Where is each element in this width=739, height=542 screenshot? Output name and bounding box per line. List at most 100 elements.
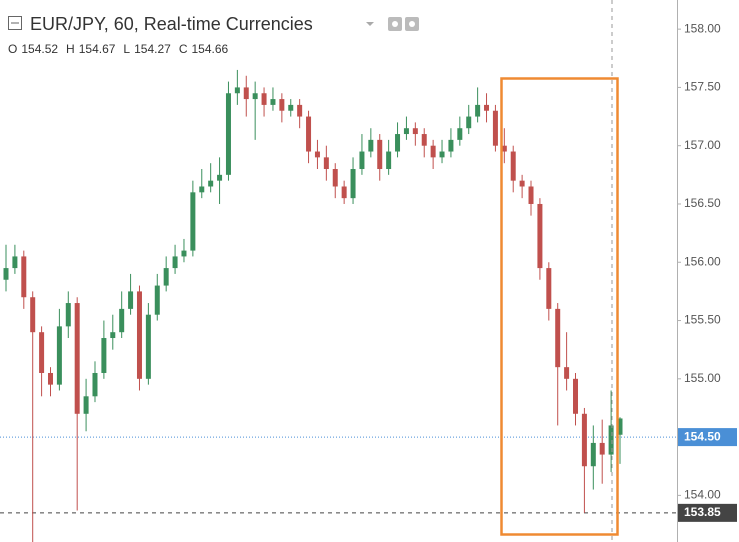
candle-body: [92, 372, 98, 397]
candle-body: [128, 291, 134, 309]
candle-body: [270, 99, 276, 105]
y-tick-label: 155.00: [684, 371, 721, 385]
candle-body: [110, 332, 116, 339]
candle-body: [519, 180, 525, 187]
candle-body: [172, 256, 178, 269]
candle-body: [359, 151, 365, 170]
candle-body: [136, 291, 142, 379]
candle-body: [599, 442, 605, 455]
candle-body: [492, 110, 498, 146]
candle-body: [306, 116, 312, 152]
candle-body: [30, 297, 36, 333]
candle-body: [510, 151, 516, 181]
candle-body: [617, 418, 623, 435]
candle-body: [297, 104, 303, 117]
candle-body: [65, 303, 71, 327]
candle-body: [314, 151, 320, 158]
candle-body: [475, 104, 481, 117]
candle-body: [403, 128, 409, 135]
candle-body: [119, 308, 125, 333]
candle-body: [83, 396, 89, 414]
ohlc-label: L: [123, 42, 130, 56]
candle-body: [47, 372, 53, 385]
header: EUR/JPY, 60, Real-time Currencies O 154.5…: [8, 14, 419, 56]
candle-body: [181, 250, 187, 257]
crosshair-box: [678, 503, 737, 522]
ohlc-value: 154.52: [21, 42, 58, 56]
ohlc-label: H: [66, 42, 75, 56]
candle-body: [528, 186, 534, 204]
candle-body: [457, 128, 463, 140]
ohlc-value: 154.67: [79, 42, 116, 56]
candle-body: [448, 139, 454, 152]
candle-body: [261, 93, 267, 105]
candle-body: [386, 151, 392, 170]
candle-body: [234, 87, 240, 94]
ohlc-legend: O 154.52 H 154.67 L 154.27 C 154.66: [8, 42, 229, 56]
candle-body: [279, 99, 285, 111]
y-tick-label: 157.50: [684, 80, 721, 94]
candle-body: [217, 174, 223, 181]
price-box: [678, 428, 737, 447]
candle-body: [21, 256, 27, 298]
candle-body: [3, 268, 9, 280]
candle-body: [484, 104, 490, 111]
y-tick-label: 158.00: [684, 21, 721, 35]
ohlc-value: 154.27: [134, 42, 171, 56]
candle-body: [190, 192, 196, 251]
candle-body: [608, 425, 614, 455]
candle-body: [341, 186, 347, 199]
candle-body: [501, 145, 507, 152]
candle-body: [350, 169, 356, 199]
ohlc-label: C: [179, 42, 188, 56]
candle-body: [439, 151, 445, 158]
candle-body: [39, 332, 45, 373]
candle-body: [421, 134, 427, 146]
candle-body: [573, 378, 579, 414]
candle-body: [243, 87, 249, 100]
price-label: 154.50: [684, 429, 721, 443]
candle-body: [590, 442, 596, 467]
candle-body: [412, 128, 418, 135]
candle-body: [145, 314, 151, 379]
candle-body: [368, 139, 374, 152]
ohlc-value: 154.66: [191, 42, 228, 56]
candle-body: [430, 145, 436, 158]
y-tick-label: 155.50: [684, 313, 721, 327]
candle-body: [12, 256, 18, 269]
y-tick-label: 156.50: [684, 196, 721, 210]
y-tick-label: 154.00: [684, 488, 721, 502]
candle-body: [199, 186, 205, 193]
candle-body: [101, 338, 107, 373]
candle-body: [288, 104, 294, 111]
candle-body: [555, 308, 561, 368]
chart-title: EUR/JPY, 60, Real-time Currencies: [30, 14, 313, 34]
candle-body: [537, 203, 543, 269]
candle-body: [377, 139, 383, 170]
candle-body: [564, 367, 570, 379]
crosshair-label: 153.85: [684, 505, 721, 519]
ohlc-label: O: [8, 42, 17, 56]
plot-area: [0, 69, 677, 542]
candle-body: [395, 134, 401, 152]
highlight-box: [500, 77, 619, 536]
candle-body: [74, 303, 80, 414]
candle-body: [154, 285, 160, 315]
candle-body: [323, 157, 329, 170]
candle-body: [581, 413, 587, 467]
candle-body: [546, 268, 552, 309]
candle-body: [208, 180, 214, 187]
y-tick-label: 156.00: [684, 254, 721, 268]
candle-body: [225, 93, 231, 175]
candle-body: [332, 169, 338, 187]
eye-icon-pupil: [392, 21, 398, 27]
candle-body: [163, 268, 169, 286]
settings-icon-center: [409, 21, 415, 27]
candle-body: [466, 116, 472, 129]
candle-body: [252, 93, 258, 100]
dropdown-arrow[interactable]: [366, 22, 374, 26]
collapse-icon[interactable]: [8, 16, 22, 30]
